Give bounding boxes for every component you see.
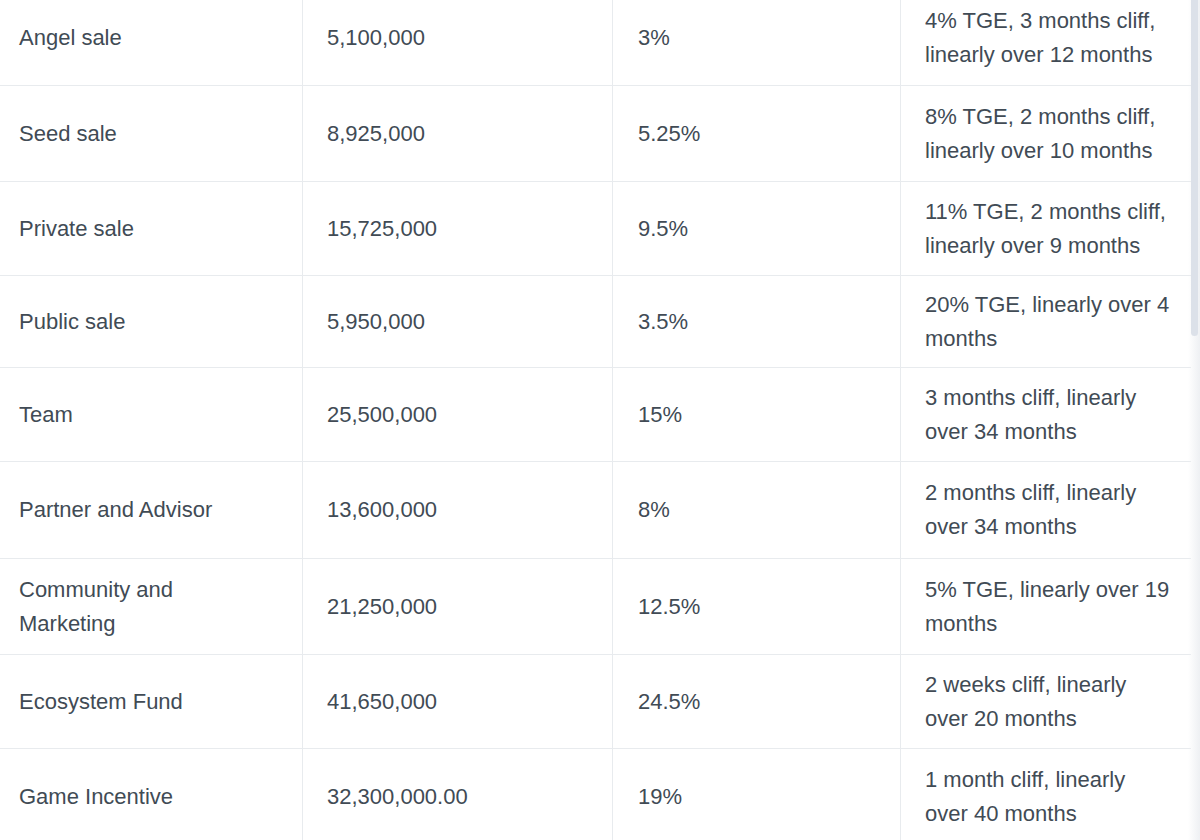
vesting-cell: 5% TGE, linearly over 19 months [900,559,1191,654]
vesting-cell: 11% TGE, 2 months cliff, linearly over 9… [900,182,1191,275]
amount-value: 5,100,000 [327,21,425,55]
category-label: Community and Marketing [19,573,256,641]
amount-value: 21,250,000 [327,590,437,624]
category-cell: Partner and Advisor [0,462,302,558]
amount-cell: 5,950,000 [302,276,612,367]
amount-cell: 5,100,000 [302,0,612,85]
percentage-value: 24.5% [638,685,700,719]
table-row: Community and Marketing 21,250,000 12.5%… [0,559,1191,655]
percentage-cell: 3% [612,0,900,85]
percentage-value: 19% [638,780,682,814]
category-label: Private sale [19,212,134,246]
amount-cell: 32,300,000.00 [302,749,612,840]
category-cell: Seed sale [0,86,302,181]
percentage-cell: 5.25% [612,86,900,181]
vesting-description: 8% TGE, 2 months cliff, linearly over 10… [925,100,1173,168]
amount-value: 5,950,000 [327,305,425,339]
vesting-cell: 4% TGE, 3 months cliff, linearly over 12… [900,0,1191,85]
amount-cell: 13,600,000 [302,462,612,558]
vesting-description: 5% TGE, linearly over 19 months [925,573,1173,641]
category-cell: Community and Marketing [0,559,302,654]
category-label: Partner and Advisor [19,493,212,527]
category-label: Team [19,398,73,432]
vesting-cell: 1 month cliff, linearly over 40 months [900,749,1191,840]
vesting-cell: 2 weeks cliff, linearly over 20 months [900,655,1191,748]
amount-value: 15,725,000 [327,212,437,246]
vesting-description: 11% TGE, 2 months cliff, linearly over 9… [925,195,1173,263]
vesting-description: 1 month cliff, linearly over 40 months [925,763,1173,831]
category-label: Public sale [19,305,125,339]
percentage-cell: 8% [612,462,900,558]
vesting-cell: 20% TGE, linearly over 4 months [900,276,1191,367]
table-row: Private sale 15,725,000 9.5% 11% TGE, 2 … [0,182,1191,276]
percentage-value: 9.5% [638,212,688,246]
vesting-description: 20% TGE, linearly over 4 months [925,288,1173,356]
vesting-cell: 8% TGE, 2 months cliff, linearly over 10… [900,86,1191,181]
vesting-description: 2 weeks cliff, linearly over 20 months [925,668,1173,736]
amount-value: 25,500,000 [327,398,437,432]
scrollbar-thumb[interactable] [1191,0,1198,336]
vesting-description: 2 months cliff, linearly over 34 months [925,476,1173,544]
category-label: Game Incentive [19,780,173,814]
table-row: Partner and Advisor 13,600,000 8% 2 mont… [0,462,1191,559]
percentage-value: 3.5% [638,305,688,339]
amount-value: 41,650,000 [327,685,437,719]
category-cell: Private sale [0,182,302,275]
category-cell: Angel sale [0,0,302,85]
table-row: Public sale 5,950,000 3.5% 20% TGE, line… [0,276,1191,368]
category-cell: Ecosystem Fund [0,655,302,748]
percentage-cell: 3.5% [612,276,900,367]
tokenomics-table: Angel sale 5,100,000 3% 4% TGE, 3 months… [0,0,1191,840]
vesting-description: 4% TGE, 3 months cliff, linearly over 12… [925,4,1173,72]
amount-cell: 8,925,000 [302,86,612,181]
amount-cell: 41,650,000 [302,655,612,748]
page-viewport: Angel sale 5,100,000 3% 4% TGE, 3 months… [0,0,1200,840]
percentage-cell: 24.5% [612,655,900,748]
percentage-cell: 19% [612,749,900,840]
scrollbar-track[interactable] [1188,0,1200,840]
vesting-description: 3 months cliff, linearly over 34 months [925,381,1173,449]
table-row: Angel sale 5,100,000 3% 4% TGE, 3 months… [0,0,1191,86]
percentage-cell: 9.5% [612,182,900,275]
percentage-cell: 12.5% [612,559,900,654]
category-cell: Team [0,368,302,461]
amount-value: 32,300,000.00 [327,780,468,814]
percentage-value: 5.25% [638,117,700,151]
category-cell: Public sale [0,276,302,367]
vesting-cell: 2 months cliff, linearly over 34 months [900,462,1191,558]
percentage-value: 15% [638,398,682,432]
percentage-value: 3% [638,21,670,55]
amount-value: 8,925,000 [327,117,425,151]
amount-cell: 15,725,000 [302,182,612,275]
amount-cell: 25,500,000 [302,368,612,461]
table-row: Game Incentive 32,300,000.00 19% 1 month… [0,749,1191,840]
amount-value: 13,600,000 [327,493,437,527]
table-row: Seed sale 8,925,000 5.25% 8% TGE, 2 mont… [0,86,1191,182]
percentage-value: 8% [638,493,670,527]
vesting-cell: 3 months cliff, linearly over 34 months [900,368,1191,461]
category-cell: Game Incentive [0,749,302,840]
amount-cell: 21,250,000 [302,559,612,654]
category-label: Seed sale [19,117,117,151]
category-label: Ecosystem Fund [19,685,183,719]
table-row: Ecosystem Fund 41,650,000 24.5% 2 weeks … [0,655,1191,749]
percentage-cell: 15% [612,368,900,461]
percentage-value: 12.5% [638,590,700,624]
category-label: Angel sale [19,21,122,55]
table-row: Team 25,500,000 15% 3 months cliff, line… [0,368,1191,462]
